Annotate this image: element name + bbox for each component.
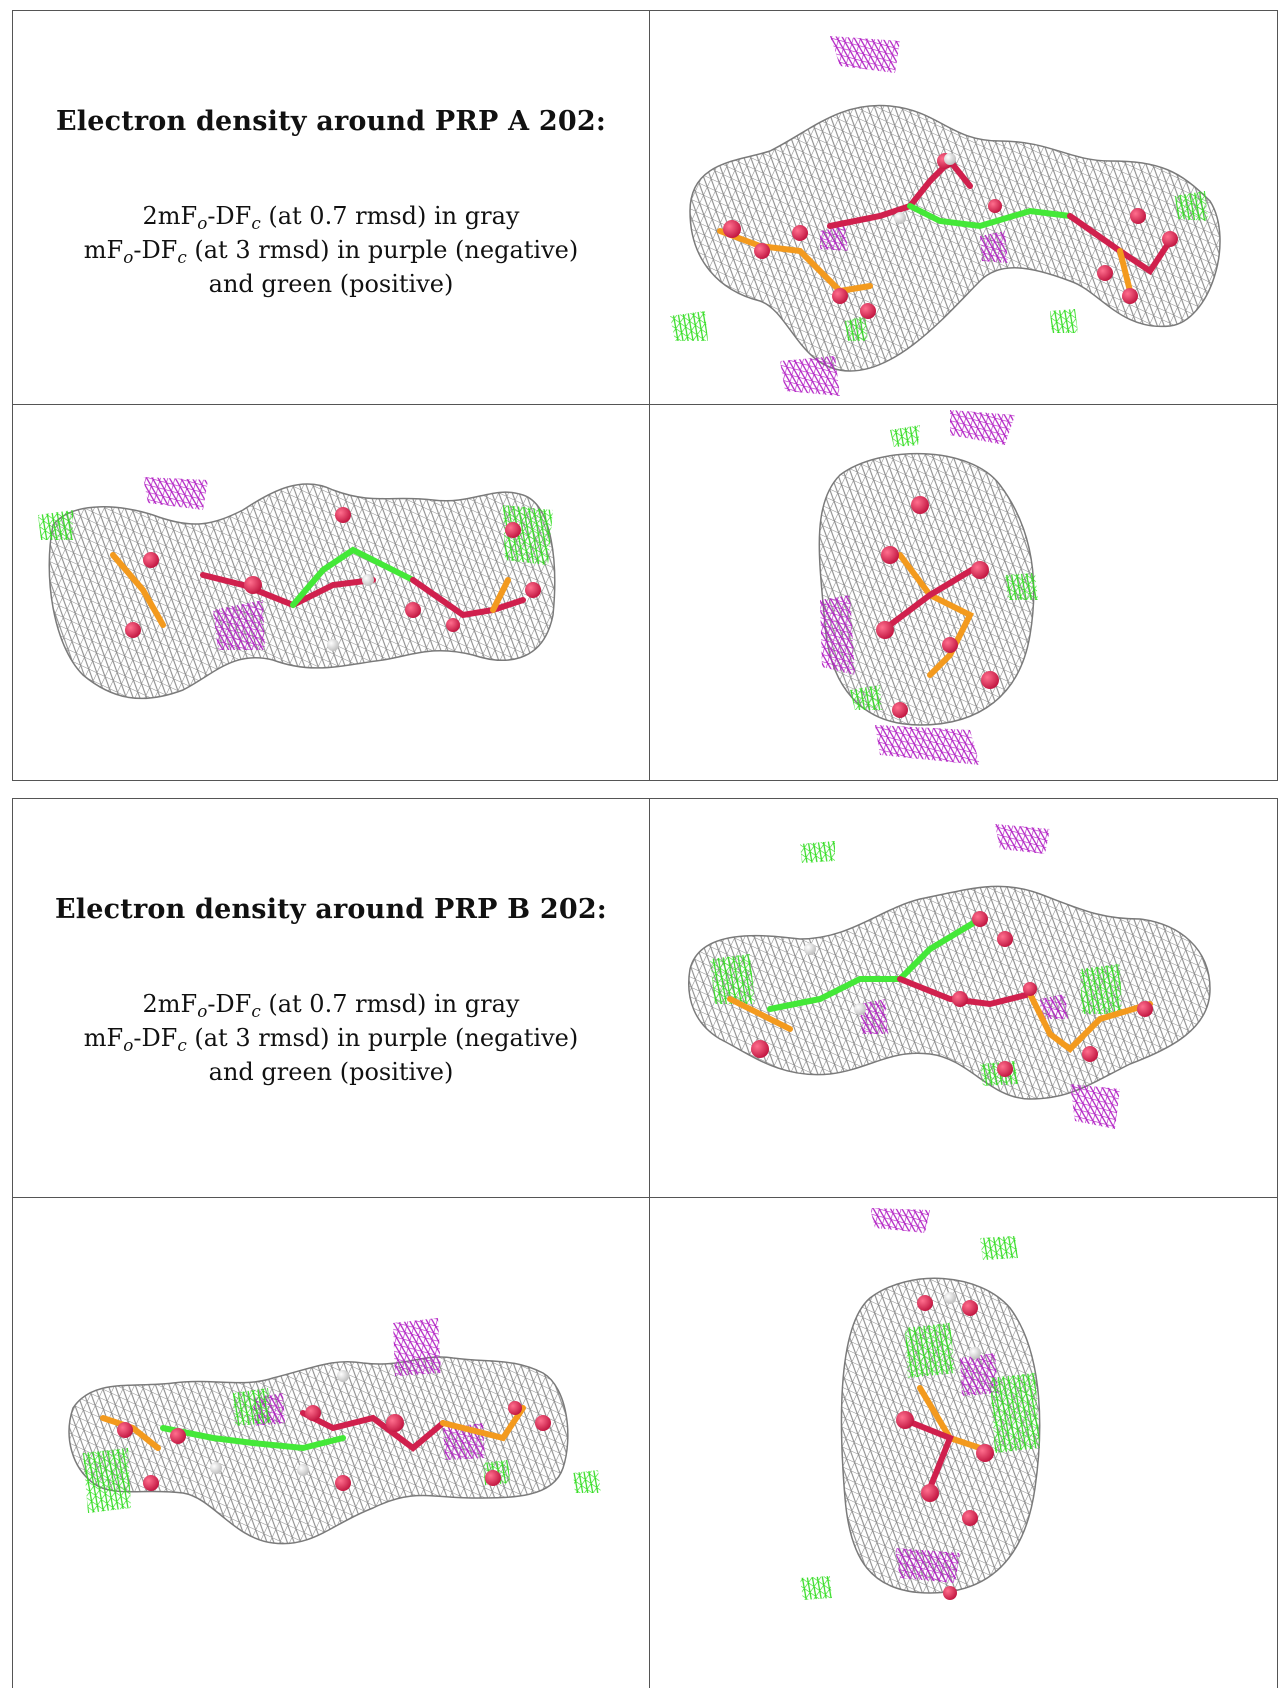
map-legend: 2mFo-DFc (at 0.7 rmsd) in gray mFo-DFc (… xyxy=(84,987,578,1089)
map-legend: 2mFo-DFc (at 0.7 rmsd) in gray mFo-DFc (… xyxy=(84,199,578,301)
section-heading: Electron density around PRP B 202: xyxy=(55,894,607,925)
density-image-end-view xyxy=(650,1198,1278,1689)
row-divider xyxy=(13,1197,1277,1198)
legend-line-fo-fc: mFo-DFc (at 3 rmsd) in purple (negative) xyxy=(83,236,579,268)
column-divider xyxy=(649,799,650,1688)
legend-line-2fo-fc: 2mFo-DFc (at 0.7 rmsd) in gray xyxy=(142,202,520,234)
density-image-side-view xyxy=(13,1198,649,1689)
caption-cell: Electron density around PRP A 202: 2mFo-… xyxy=(13,11,649,404)
legend-line-colors: and green (positive) xyxy=(208,1058,454,1086)
density-image-side-view xyxy=(13,405,649,781)
legend-line-colors: and green (positive) xyxy=(208,270,454,298)
density-image-top-view xyxy=(650,799,1278,1197)
caption-cell: Electron density around PRP B 202: 2mFo-… xyxy=(13,799,649,1197)
legend-line-2fo-fc: 2mFo-DFc (at 0.7 rmsd) in gray xyxy=(142,990,520,1022)
legend-line-fo-fc: mFo-DFc (at 3 rmsd) in purple (negative) xyxy=(83,1024,579,1056)
section-heading: Electron density around PRP A 202: xyxy=(55,106,607,137)
density-panel-b: Electron density around PRP B 202: 2mFo-… xyxy=(12,798,1278,1688)
row-divider xyxy=(13,404,1277,405)
density-image-end-view xyxy=(650,405,1278,781)
density-panel-a: Electron density around PRP A 202: 2mFo-… xyxy=(12,10,1278,781)
density-image-top-view xyxy=(650,11,1278,404)
column-divider xyxy=(649,11,650,780)
